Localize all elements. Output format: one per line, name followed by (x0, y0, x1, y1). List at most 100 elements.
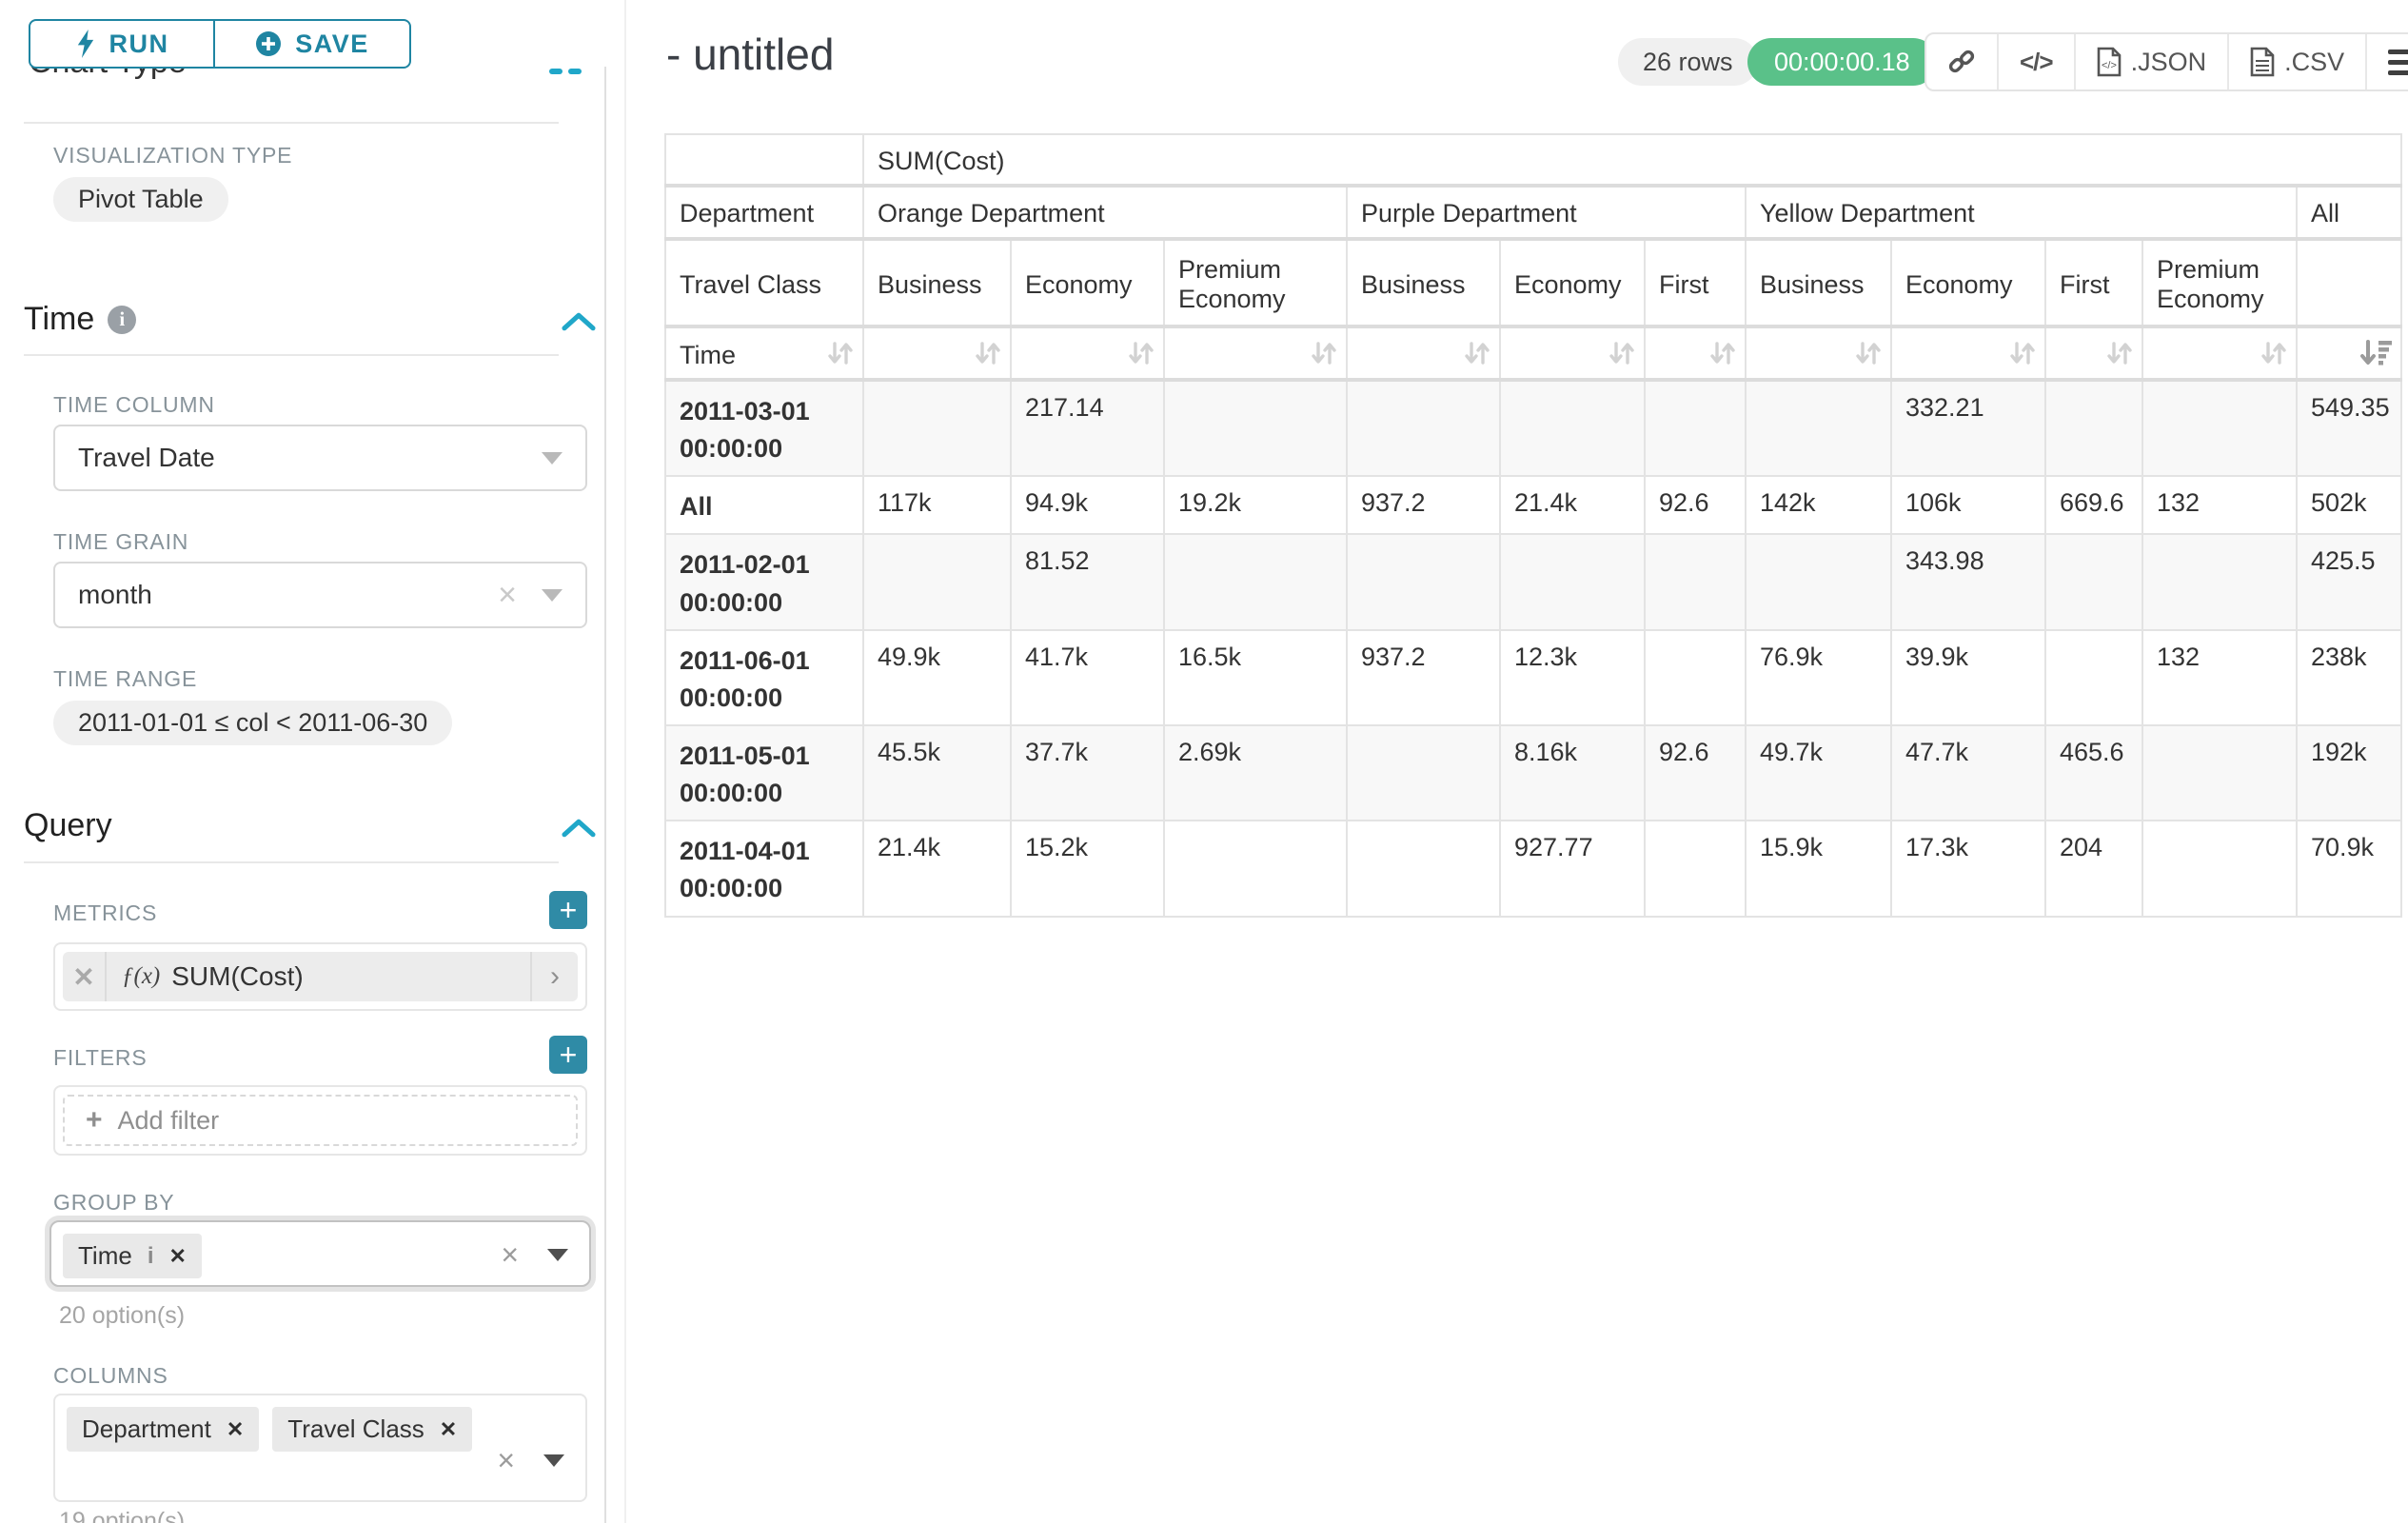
control-panel: Chart Type RUN SAVE VISUALIZATION TYPE P… (0, 0, 606, 1523)
sort-cell[interactable] (1163, 326, 1348, 382)
columns-tag-department[interactable]: Department ✕ (67, 1407, 260, 1452)
sort-icon[interactable] (2105, 339, 2134, 367)
sort-cell[interactable] (2044, 326, 2143, 382)
sort-icon[interactable] (2260, 339, 2288, 367)
sort-icon[interactable] (1708, 339, 1737, 367)
sort-cell[interactable] (1346, 326, 1501, 382)
add-filter-dropzone[interactable]: + Add filter (63, 1095, 578, 1146)
value-cell (1745, 378, 1892, 478)
export-csv-button[interactable]: .CSV (2229, 34, 2368, 89)
time-range-pill[interactable]: 2011-01-01 ≤ col < 2011-06-30 (53, 701, 453, 745)
columns-select[interactable]: Department ✕ Travel Class ✕ × (53, 1394, 587, 1502)
department-group-header: Orange Department (862, 185, 1348, 241)
clear-icon[interactable]: × (498, 577, 517, 613)
json-file-icon: </> (2097, 47, 2121, 77)
more-options-button[interactable] (2367, 34, 2408, 89)
travel-class-header: Premium Economy (2142, 238, 2298, 328)
group-by-select[interactable]: Time i ✕ × (49, 1220, 591, 1287)
sort-icon[interactable] (1127, 339, 1155, 367)
sort-cell[interactable] (1010, 326, 1165, 382)
value-cell: 21.4k (1499, 475, 1646, 536)
expand-metric-icon[interactable]: › (530, 952, 578, 1001)
chevron-down-icon[interactable] (547, 1248, 568, 1261)
row-count-badge: 26 rows (1618, 38, 1758, 86)
sort-descending-icon[interactable] (2360, 338, 2393, 368)
lightning-icon (77, 30, 93, 58)
row-label: 2011-06-01 00:00:00 (664, 628, 864, 726)
copy-link-button[interactable] (1926, 34, 1999, 89)
visualization-type-label: VISUALIZATION TYPE (53, 143, 293, 168)
columns-tag-travel-class[interactable]: Travel Class ✕ (272, 1407, 473, 1452)
chevron-up-icon[interactable] (562, 817, 596, 840)
value-cell: 16.5k (1163, 628, 1348, 726)
sort-cell[interactable] (862, 326, 1012, 382)
sort-icon[interactable] (1310, 339, 1338, 367)
time-grain-select[interactable]: month × (53, 562, 587, 628)
value-cell (1644, 378, 1747, 478)
travel-class-dimension-label: Travel Class (664, 238, 864, 328)
chevron-down-icon[interactable] (543, 1454, 564, 1467)
clipped-panel-icon (568, 69, 582, 74)
time-column-select[interactable]: Travel Date (53, 425, 587, 491)
clear-icon[interactable]: × (501, 1237, 519, 1272)
value-cell: 45.5k (862, 723, 1012, 822)
svg-text:</>: </> (2102, 60, 2117, 71)
save-button[interactable]: SAVE (214, 19, 411, 69)
value-cell: 76.9k (1745, 628, 1892, 726)
sort-icon[interactable] (1463, 339, 1491, 367)
sort-cell[interactable] (1745, 326, 1892, 382)
chevron-down-icon[interactable] (542, 451, 563, 465)
sort-cell[interactable] (1890, 326, 2046, 382)
value-cell: 41.7k (1010, 628, 1165, 726)
value-cell: 132 (2142, 475, 2298, 536)
value-cell: 17.3k (1890, 820, 2046, 918)
run-button[interactable]: RUN (29, 19, 214, 69)
travel-class-header: Business (1346, 238, 1501, 328)
remove-metric-icon[interactable]: ✕ (63, 952, 107, 1001)
travel-class-header: Economy (1499, 238, 1646, 328)
sort-icon[interactable] (1608, 339, 1636, 367)
remove-tag-icon[interactable]: ✕ (439, 1416, 458, 1441)
group-by-tag-time[interactable]: Time i ✕ (63, 1234, 202, 1278)
metric-body: ƒ(x) SUM(Cost) (107, 961, 530, 992)
metric-control: ✕ ƒ(x) SUM(Cost) › (53, 942, 587, 1011)
value-cell: 19.2k (1163, 475, 1348, 536)
time-sort-cell[interactable]: Time (664, 326, 864, 382)
metric-header-cell: SUM(Cost) (862, 133, 2402, 188)
panel-divider (624, 0, 626, 1523)
value-cell (862, 533, 1012, 631)
sort-icon[interactable] (826, 339, 855, 367)
sort-cell[interactable] (1644, 326, 1747, 382)
remove-tag-icon[interactable]: ✕ (226, 1416, 245, 1441)
sort-icon[interactable] (1854, 339, 1883, 367)
sort-cell[interactable] (2296, 326, 2402, 382)
sort-cell[interactable] (2142, 326, 2298, 382)
value-cell (2142, 378, 2298, 478)
value-cell (1346, 723, 1501, 822)
chart-title[interactable]: - untitled (666, 30, 835, 79)
hamburger-icon (2388, 49, 2408, 75)
info-icon[interactable]: i (108, 305, 137, 334)
visualization-type-pill[interactable]: Pivot Table (53, 177, 228, 222)
value-cell (1163, 533, 1348, 631)
embed-code-button[interactable]: </> (1999, 34, 2076, 89)
value-cell: 47.7k (1890, 723, 2046, 822)
metric-pill[interactable]: ✕ ƒ(x) SUM(Cost) › (63, 952, 578, 1001)
export-json-button[interactable]: </> .JSON (2076, 34, 2230, 89)
time-grain-value: month (78, 580, 152, 609)
sort-icon[interactable] (974, 339, 1002, 367)
filters-label: FILTERS (53, 1045, 148, 1070)
value-cell: 669.6 (2044, 475, 2143, 536)
sort-icon[interactable] (2008, 339, 2037, 367)
add-filter-button[interactable]: + (549, 1036, 587, 1074)
code-icon: </> (2020, 47, 2054, 76)
value-cell: 15.9k (1745, 820, 1892, 918)
remove-tag-icon[interactable]: ✕ (168, 1243, 187, 1268)
chevron-up-icon[interactable] (562, 310, 596, 333)
add-metric-button[interactable]: + (549, 891, 587, 929)
clear-icon[interactable]: × (497, 1443, 515, 1477)
sort-cell[interactable] (1499, 326, 1646, 382)
chevron-down-icon[interactable] (542, 588, 563, 602)
pivot-table: SUM(Cost) Department Orange Department Purp… (664, 133, 2402, 918)
travel-class-header: First (2044, 238, 2143, 328)
